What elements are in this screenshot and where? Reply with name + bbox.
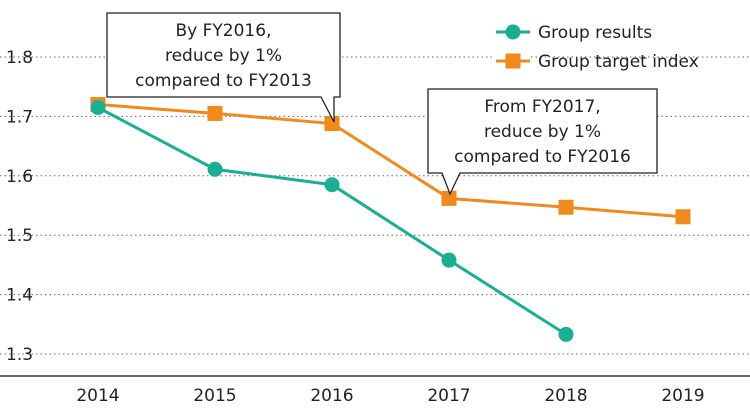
x-tick-label: 2014 xyxy=(76,386,119,406)
x-tick-label: 2017 xyxy=(427,386,470,406)
gridlines xyxy=(0,56,750,355)
y-tick-label: 1.7 xyxy=(6,107,33,127)
y-tick-label: 1.6 xyxy=(6,167,33,187)
x-tick-label: 2019 xyxy=(661,386,704,406)
data-point xyxy=(558,326,574,342)
legend-marker xyxy=(505,53,521,69)
callout-text-line: From FY2017, xyxy=(484,97,600,117)
callouts: By FY2016, reduce by 1% compared to FY2013… xyxy=(106,12,658,196)
data-point xyxy=(558,199,574,215)
data-point xyxy=(207,161,223,177)
callout-text-line: reduce by 1% xyxy=(484,122,601,142)
y-tick-label: 1.5 xyxy=(6,226,33,246)
series-group xyxy=(90,97,691,342)
callout-text-line: compared to FY2013 xyxy=(135,71,312,91)
x-axis-ticks: 2014 2015 2016 2017 2018 2019 xyxy=(76,386,704,406)
series-line xyxy=(97,103,684,219)
data-point xyxy=(441,190,457,206)
x-tick-label: 2015 xyxy=(193,386,236,406)
callout-text-line: By FY2016, xyxy=(176,21,272,41)
callout-text-line: compared to FY2016 xyxy=(454,147,631,167)
legend-label: Group target index xyxy=(538,52,699,72)
callout-text-line: reduce by 1% xyxy=(165,46,282,66)
data-point xyxy=(90,99,106,115)
data-point xyxy=(324,116,340,132)
x-tick-label: 2018 xyxy=(544,386,587,406)
data-point xyxy=(675,209,691,225)
y-tick-label: 1.8 xyxy=(6,48,33,68)
legend-label: Group results xyxy=(538,23,652,43)
y-tick-label: 1.3 xyxy=(6,345,33,365)
data-point xyxy=(207,105,223,121)
x-tick-label: 2016 xyxy=(310,386,353,406)
legend-marker xyxy=(505,24,521,40)
data-point xyxy=(324,177,340,193)
callout-box xyxy=(106,12,341,123)
data-point xyxy=(441,252,457,268)
y-axis-ticks: 1.3 1.4 1.5 1.6 1.7 1.8 xyxy=(6,48,33,365)
callout-box xyxy=(427,88,658,196)
legend: Group results Group target index xyxy=(494,23,699,72)
y-tick-label: 1.4 xyxy=(6,286,33,306)
